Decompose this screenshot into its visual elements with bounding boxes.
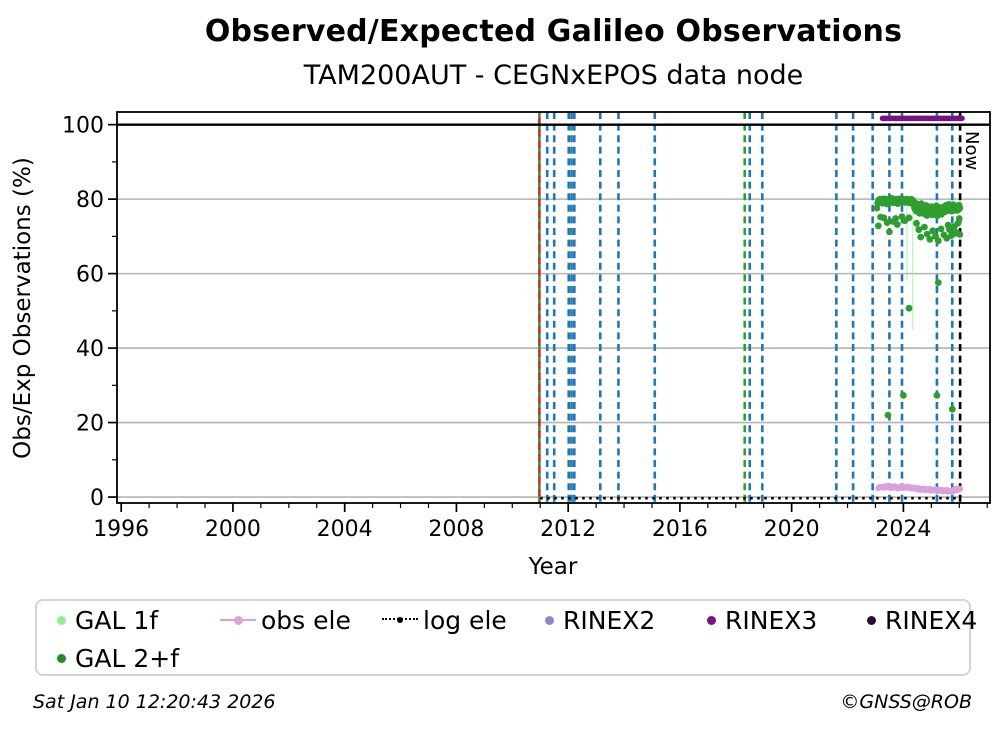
x-tick-label: 2016 [652,517,708,542]
axes-spines [116,111,991,504]
x-tick-label: 2012 [540,517,596,542]
chart-title: Observed/Expected Galileo Observations [204,14,903,49]
legend-item-rinex2: RINEX2 [545,605,655,635]
y-tick-label: 60 [76,263,104,288]
rinex3-marker [707,615,716,625]
x-tick-label: 2024 [875,517,931,542]
series-obs-ele [875,482,964,495]
y-axis-label: Obs/Exp Observations (%) [10,157,36,459]
rinex4-marker [867,615,876,625]
legend-label: log ele [423,605,507,635]
x-tick-label: 2020 [764,517,820,542]
chart-subtitle: TAM200AUT - CEGNxEPOS data node [303,60,804,91]
legend-item-gal-2-f: GAL 2+f [57,643,179,673]
x-tick-label: 2008 [428,517,484,542]
y-tick-label: 80 [76,188,104,213]
timestamp: Sat Jan 10 12:20:43 2026 [33,691,276,713]
legend-label: RINEX2 [563,605,656,635]
x-tick-label: 2004 [317,517,373,542]
x-tick-label: 1996 [93,517,149,542]
series-gal-2-f [873,195,964,419]
legend-item-log-ele: log ele [382,605,507,635]
y-tick-label: 100 [62,114,104,139]
obs-ele-marker [220,615,256,626]
legend-label: GAL 1f [75,605,159,635]
legend: GAL 1f obs ele log ele RINEX2 RINEX3 RINEX4 GA… [35,599,977,676]
now-label: Now [961,131,982,170]
x-tick-label: 2000 [205,517,261,542]
legend-item-obs-ele: obs ele [220,605,351,635]
credit: ©GNSS@ROB [840,691,972,713]
x-axis-label: Year [528,554,578,580]
legend-label: RINEX3 [725,605,818,635]
log-ele-marker [382,615,418,626]
rinex2-marker [545,615,554,625]
legend-item-gal-1f: GAL 1f [57,605,158,635]
legend-item-rinex4: RINEX4 [867,605,977,635]
y-tick-label: 20 [76,412,104,437]
legend-label: RINEX4 [885,605,978,635]
y-tick-label: 40 [76,337,104,362]
axis-ticks: 1996 2000 2004 2008 2012 2016 2020 2024 0 20 40 60 8… [62,114,988,542]
gal-2-f-marker [57,653,66,663]
gal-1f-marker [57,615,66,625]
plot-content: 1996 2000 2004 2008 2012 2016 2020 2024 0 20 40 60 8… [62,111,991,542]
legend-label: GAL 2+f [75,643,180,673]
legend-item-rinex3: RINEX3 [707,605,817,635]
legend-label: obs ele [261,605,351,635]
y-tick-label: 0 [90,486,104,511]
